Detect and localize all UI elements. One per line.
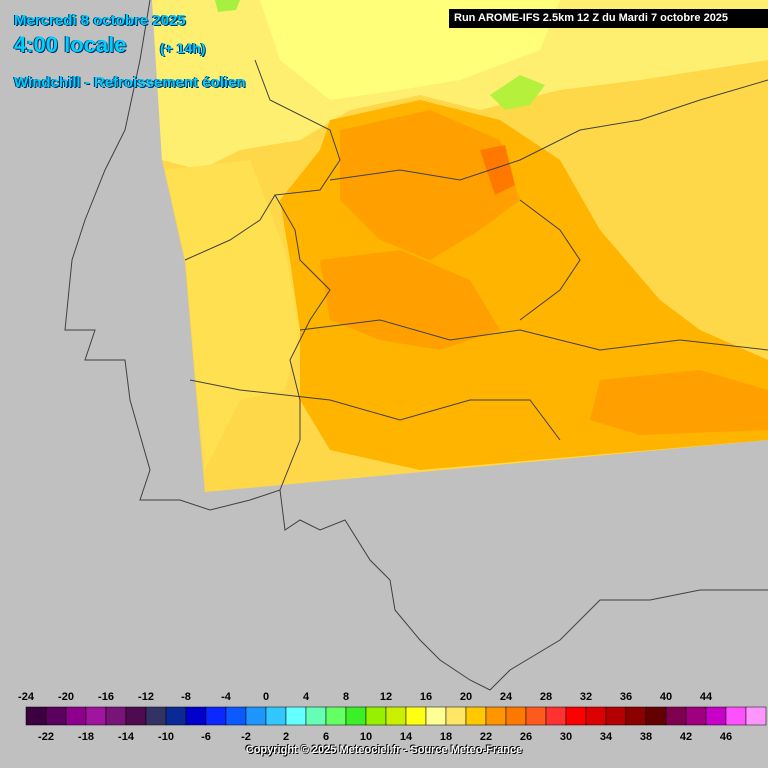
- legend-swatch: [105, 706, 127, 726]
- parameter: Windchill - Refroissement éolien: [14, 74, 246, 91]
- legend-label: 40: [660, 691, 672, 703]
- legend-label: 0: [263, 691, 269, 703]
- legend-swatch: [525, 706, 547, 726]
- legend-swatch: [465, 706, 487, 726]
- legend-swatch: [245, 706, 267, 726]
- legend-swatch: [665, 706, 687, 726]
- legend-swatch: [505, 706, 527, 726]
- dark-orange-2: [320, 250, 500, 350]
- legend-label: 30: [560, 731, 572, 743]
- legend-swatch: [645, 706, 667, 726]
- offset: (+ 14h): [160, 40, 206, 56]
- legend-label: 26: [520, 731, 532, 743]
- legend-label: 12: [380, 691, 392, 703]
- legend-swatch: [25, 706, 47, 726]
- legend-label: 8: [343, 691, 349, 703]
- red-spot: [480, 145, 515, 195]
- legend-swatch: [205, 706, 227, 726]
- legend-swatch: [285, 706, 307, 726]
- legend-label: 22: [480, 731, 492, 743]
- legend-label: 18: [440, 731, 452, 743]
- legend-swatch-overflow: [745, 706, 767, 726]
- inner-border: [329, 79, 768, 181]
- legend-swatch: [405, 706, 427, 726]
- legend-swatch: [85, 706, 107, 726]
- legend-label: 38: [640, 731, 652, 743]
- legend-swatch: [345, 706, 367, 726]
- legend-label: 44: [700, 691, 713, 703]
- dark-orange: [340, 110, 520, 260]
- coastline-west: [64, 0, 768, 691]
- legend-label: 20: [460, 691, 472, 703]
- legend-swatch: [385, 706, 407, 726]
- legend-swatch: [185, 706, 207, 726]
- legend-label: -10: [158, 731, 174, 743]
- inner-border-5: [519, 199, 581, 321]
- legend-swatch: [585, 706, 607, 726]
- legend: -24-22-20-18-16-14-12-10-8-6-4-202468101…: [18, 691, 767, 743]
- legend-label: 10: [360, 731, 372, 743]
- dark-orange-3: [590, 370, 768, 435]
- inner-border-3: [189, 379, 561, 441]
- legend-swatch: [365, 706, 387, 726]
- legend-swatch: [45, 706, 67, 726]
- green-area: [490, 75, 545, 110]
- legend-label: -22: [38, 731, 54, 743]
- legend-swatch: [125, 706, 147, 726]
- legend-label: -24: [18, 691, 35, 703]
- border-portugal-spain: [254, 59, 341, 491]
- legend-swatch: [305, 706, 327, 726]
- borders: [64, 0, 768, 691]
- legend-swatch: [545, 706, 567, 726]
- legend-swatch: [425, 706, 447, 726]
- legend-label: 36: [620, 691, 632, 703]
- legend-swatch: [565, 706, 587, 726]
- legend-swatch: [485, 706, 507, 726]
- legend-swatch: [445, 706, 467, 726]
- legend-label: -4: [221, 691, 232, 703]
- legend-label: 42: [680, 731, 692, 743]
- legend-label: 2: [283, 731, 289, 743]
- legend-label: 14: [400, 731, 413, 743]
- inner-border-2: [299, 319, 768, 351]
- legend-label: -2: [241, 731, 251, 743]
- legend-swatch: [165, 706, 187, 726]
- time: 4:00 locale: [14, 32, 127, 57]
- legend-label: -14: [118, 731, 135, 743]
- legend-label: 16: [420, 691, 432, 703]
- legend-label: -6: [201, 731, 211, 743]
- legend-label: -18: [78, 731, 94, 743]
- legend-swatch: [225, 706, 247, 726]
- legend-label: -20: [58, 691, 74, 703]
- legend-label: 46: [720, 731, 732, 743]
- legend-label: 6: [323, 731, 329, 743]
- run-info: Run AROME-IFS 2.5km 12 Z du Mardi 7 octo…: [449, 9, 768, 28]
- copyright: Copyright © 2025 Meteociel.fr - Source M…: [245, 744, 523, 756]
- legend-label: 34: [600, 731, 613, 743]
- legend-swatch: [685, 706, 707, 726]
- legend-swatch: [65, 706, 87, 726]
- legend-label: 32: [580, 691, 592, 703]
- legend-swatch: [265, 706, 287, 726]
- inner-border-4: [184, 194, 276, 261]
- legend-swatch: [145, 706, 167, 726]
- date: Mercredi 8 octobre 2025: [14, 12, 186, 29]
- legend-label: -12: [138, 691, 154, 703]
- legend-swatch: [325, 706, 347, 726]
- legend-label: 28: [540, 691, 552, 703]
- legend-label: 24: [500, 691, 513, 703]
- legend-swatch: [625, 706, 647, 726]
- legend-swatch: [605, 706, 627, 726]
- legend-label: 4: [303, 691, 310, 703]
- legend-label: -16: [98, 691, 114, 703]
- legend-swatch: [705, 706, 727, 726]
- legend-swatch: [725, 706, 747, 726]
- green-area-2: [215, 0, 240, 12]
- legend-label: -8: [181, 691, 191, 703]
